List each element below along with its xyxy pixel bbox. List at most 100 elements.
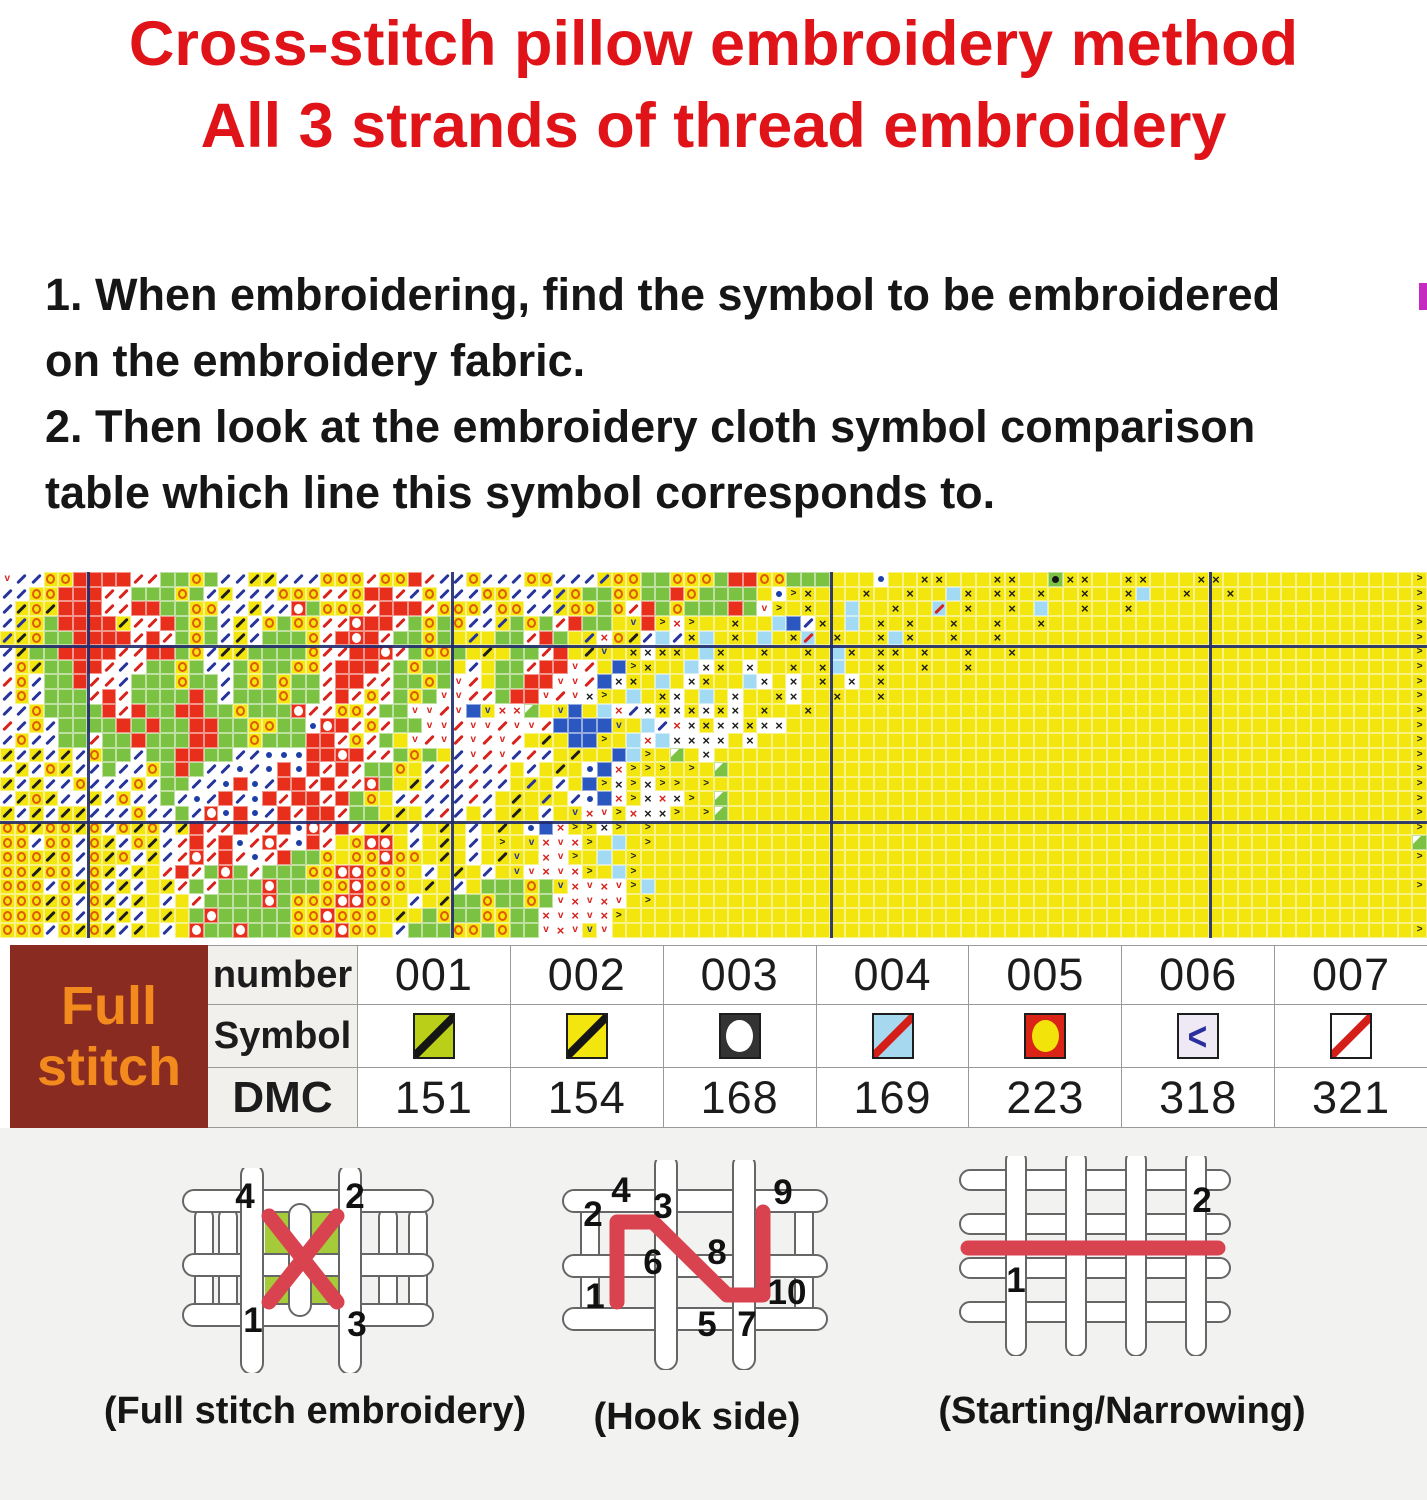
pattern-cell (582, 776, 597, 792)
stitch-number: 2 (345, 1177, 364, 1216)
pattern-cell (203, 601, 219, 616)
pattern-cell (101, 615, 117, 631)
number-value-cell: 003 (663, 945, 817, 1005)
pattern-cell: × (1208, 572, 1224, 587)
pattern-cell (1048, 879, 1063, 894)
pattern-cell (480, 864, 496, 880)
pattern-cell (160, 835, 175, 850)
pattern-cell (1033, 908, 1049, 923)
pattern-cell (1252, 791, 1267, 806)
pattern-cell (393, 689, 408, 704)
pattern-cell (1325, 674, 1340, 689)
pattern-cell (495, 806, 510, 821)
pattern-cell (218, 718, 233, 733)
pattern-cell (1368, 659, 1384, 675)
pattern-cell (611, 689, 627, 704)
pattern-cell (757, 776, 772, 792)
pattern-cell: > (1412, 601, 1427, 616)
pattern-cell (364, 849, 379, 865)
pattern-cell (43, 835, 59, 850)
pattern-cell (1223, 718, 1238, 733)
pattern-cell (1019, 923, 1034, 938)
pattern-cell (247, 732, 263, 748)
pattern-cell (1295, 630, 1311, 646)
pattern-cell (844, 615, 860, 631)
pattern-cell (58, 893, 73, 909)
pattern-cell (407, 806, 423, 821)
pattern-cell (538, 806, 554, 821)
pattern-cell (975, 689, 991, 704)
pattern-cell (698, 893, 714, 909)
pattern-cell: × (669, 718, 685, 733)
pattern-cell (931, 615, 947, 631)
pattern-cell (1150, 572, 1165, 587)
pattern-cell (305, 615, 321, 631)
pattern-cell (1194, 718, 1209, 733)
pattern-cell (946, 572, 962, 587)
pattern-cell (349, 762, 365, 777)
pattern-cell (582, 645, 597, 660)
pattern-cell (87, 615, 102, 631)
pattern-cell (189, 747, 204, 763)
pattern-cell (509, 615, 525, 631)
pattern-cell (203, 586, 219, 602)
pattern-cell (1223, 659, 1238, 675)
pattern-cell: > (582, 820, 597, 836)
pattern-cell (218, 615, 233, 631)
pattern-cell (480, 908, 496, 923)
pattern-cell (1339, 762, 1355, 777)
pattern-cell (1135, 645, 1151, 660)
pattern-cell: > (495, 835, 510, 850)
pattern-cell: > (669, 806, 685, 821)
pattern-cell (873, 572, 889, 587)
pattern-cell (14, 747, 30, 763)
pattern-cell (917, 689, 932, 704)
pattern-cell (859, 572, 874, 587)
pattern-cell (509, 630, 525, 646)
pattern-cell (640, 674, 656, 689)
pattern-cell (757, 908, 772, 923)
pattern-cell (829, 908, 845, 923)
pattern-cell (1150, 747, 1165, 763)
pattern-cell (334, 923, 350, 938)
pattern-cell (975, 732, 991, 748)
pattern-cell (524, 703, 539, 719)
pattern-cell (917, 893, 932, 909)
pattern-cell (917, 630, 932, 646)
pattern-cell (29, 586, 44, 602)
pattern-cell (407, 689, 423, 704)
pattern-cell (961, 732, 976, 748)
pattern-cell (757, 747, 772, 763)
pattern-cell (946, 601, 962, 616)
pattern-cell (844, 864, 860, 880)
major-gridline-vertical (87, 572, 91, 938)
pattern-cell (1164, 806, 1180, 821)
pattern-cell (218, 601, 233, 616)
pattern-cell (145, 849, 161, 865)
pattern-cell (116, 747, 132, 763)
pattern-cell (975, 703, 991, 719)
pattern-cell (538, 645, 554, 660)
pattern-cell (1164, 615, 1180, 631)
pattern-cell (291, 849, 306, 865)
pattern-cell (29, 849, 44, 865)
pattern-cell (1266, 864, 1282, 880)
pattern-cell: × (728, 703, 743, 719)
pattern-cell (931, 718, 947, 733)
pattern-cell (1106, 601, 1122, 616)
pattern-cell (800, 659, 816, 675)
pattern-cell (1179, 762, 1195, 777)
pattern-cell (946, 674, 962, 689)
pattern-cell (480, 923, 496, 938)
pattern-cell (43, 615, 59, 631)
pattern-cell: > (1412, 849, 1427, 865)
pattern-cell (189, 718, 204, 733)
pattern-cell (567, 791, 583, 806)
pattern-cell: × (1121, 601, 1136, 616)
pattern-cell: × (597, 879, 612, 894)
pattern-cell (189, 879, 204, 894)
pattern-cell (961, 849, 976, 865)
pattern-cell (101, 791, 117, 806)
pattern-cell (611, 645, 627, 660)
pattern-cell (800, 835, 816, 850)
